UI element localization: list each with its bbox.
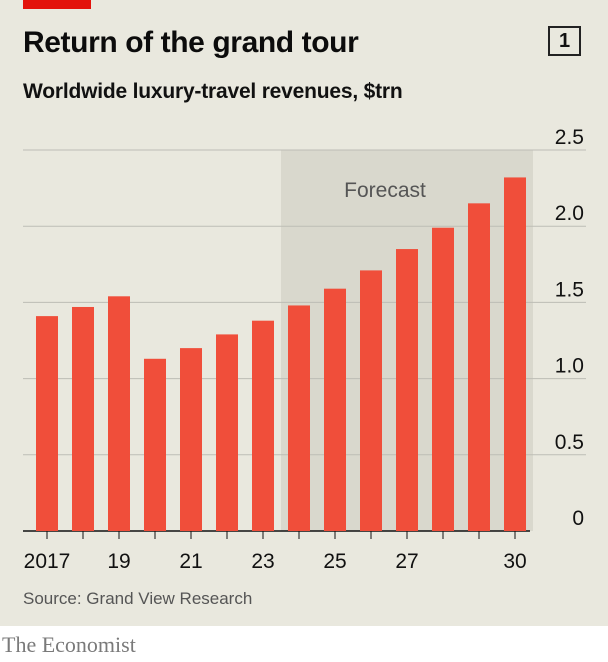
brand-accent-tag [23, 0, 91, 9]
bar-2023 [252, 320, 274, 531]
bar-chart: 0 0.5 1.0 1.5 2.0 2.5 Forecast 2017 19 21 23 25 27 30 [23, 126, 586, 573]
x-tick-label: 27 [395, 550, 418, 573]
publisher-wordmark: The Economist [2, 632, 136, 657]
y-tick-label: 2.0 [555, 202, 584, 225]
x-tick-label: 30 [503, 550, 526, 573]
bar-2019 [108, 296, 130, 531]
x-tick-label: 21 [179, 550, 202, 573]
bar-2024 [288, 305, 310, 531]
forecast-label: Forecast [344, 179, 426, 202]
y-tick-label: 2.5 [555, 126, 584, 149]
bar-2017 [36, 316, 58, 531]
y-tick-label: 0 [572, 507, 584, 530]
chart-subtitle: Worldwide luxury-travel revenues, $trn [23, 80, 403, 103]
bar-2029 [468, 203, 490, 531]
y-tick-label: 1.0 [555, 355, 584, 378]
bar-2030 [504, 177, 526, 531]
bar-2022 [216, 334, 238, 531]
bar-2021 [180, 348, 202, 531]
x-tick-label: 23 [251, 550, 274, 573]
bar-2020 [144, 358, 166, 531]
bar-2027 [396, 249, 418, 531]
x-tick-label: 2017 [24, 550, 71, 573]
bar-2025 [324, 288, 346, 531]
y-tick-label: 1.5 [555, 278, 584, 301]
chart-title: Return of the grand tour [23, 26, 359, 59]
y-tick-label: 0.5 [555, 431, 584, 454]
chart-number-badge: 1 [548, 26, 581, 56]
source-note: Source: Grand View Research [23, 589, 253, 608]
bar-2018 [72, 306, 94, 531]
bar-2028 [432, 227, 454, 531]
x-tick-label: 25 [323, 550, 346, 573]
bar-2026 [360, 270, 382, 531]
x-tick-label: 19 [107, 550, 130, 573]
